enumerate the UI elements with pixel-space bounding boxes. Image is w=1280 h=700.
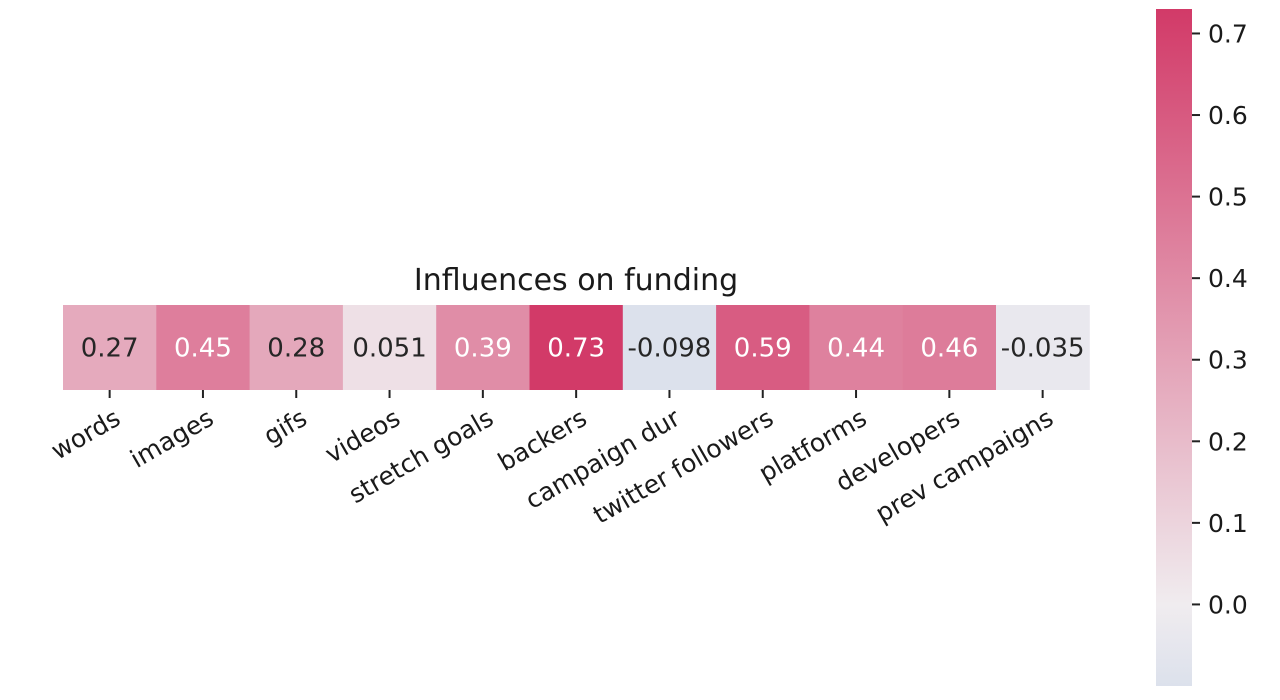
cell-value-label: -0.035 <box>1001 334 1085 364</box>
colorbar-gradient <box>1156 9 1192 686</box>
heatmap-cell <box>716 305 810 390</box>
heatmap-cell <box>996 305 1090 390</box>
cell-value-label: 0.45 <box>174 334 232 364</box>
colorbar-tick-label: 0.3 <box>1208 346 1248 375</box>
colorbar-tick-label: 0.6 <box>1208 101 1248 130</box>
heatmap-cell <box>622 305 717 390</box>
x-tick-label: words <box>46 403 125 465</box>
cell-value-label: 0.28 <box>267 334 325 364</box>
cell-value-label: 0.44 <box>827 334 885 364</box>
colorbar-tick-label: 0.1 <box>1208 509 1248 538</box>
heatmap-cell <box>529 305 624 390</box>
chart-title: Influences on funding <box>414 263 738 298</box>
colorbar-tick-label: 0.2 <box>1208 427 1248 456</box>
heatmap-cell <box>809 305 904 390</box>
cell-value-label: 0.39 <box>454 334 512 364</box>
heatmap-cell <box>156 305 251 390</box>
colorbar-tick-label: 0.5 <box>1208 183 1248 212</box>
colorbar: 0.0 0.1 0.2 0.3 0.4 0.5 0.6 0.7 <box>1156 9 1248 686</box>
cell-value-label: 0.051 <box>352 334 426 364</box>
colorbar-tick-label: 0.7 <box>1208 19 1248 48</box>
cell-value-label: 0.73 <box>547 334 605 364</box>
heatmap-cell <box>63 305 157 390</box>
heatmap-cell <box>342 305 437 390</box>
x-tick-label: images <box>125 403 218 474</box>
cell-value-label: 0.27 <box>81 334 139 364</box>
colorbar-tick-label: 0.4 <box>1208 264 1248 293</box>
cell-value-label: -0.098 <box>628 334 712 364</box>
heatmap-cell <box>902 305 997 390</box>
cell-value-label: 0.46 <box>920 334 978 364</box>
colorbar-tick-label: 0.0 <box>1208 590 1248 619</box>
x-tick-label: gifs <box>259 403 312 450</box>
heatmap-cell <box>436 305 530 390</box>
heatmap-cells: 0.27 0.45 0.28 0.051 0.39 0.73 -0.098 0.59 0.44 0… <box>63 305 1090 390</box>
heatmap-cell <box>249 305 344 390</box>
cell-value-label: 0.59 <box>734 334 792 364</box>
